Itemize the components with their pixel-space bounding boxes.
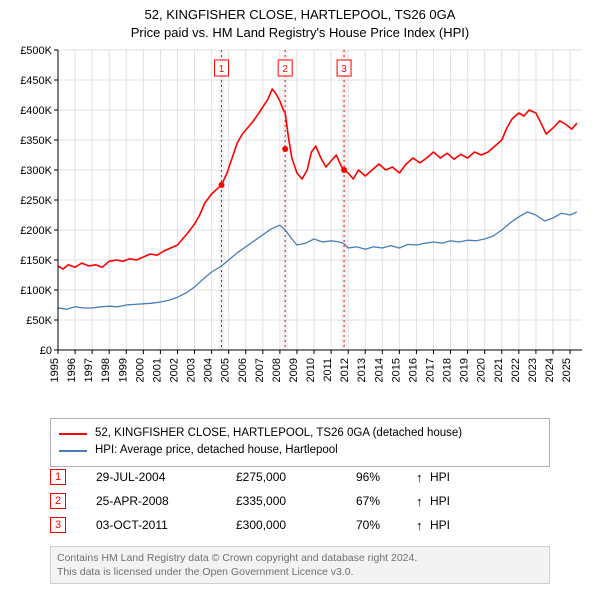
x-tick-label: 1996 bbox=[66, 358, 78, 382]
x-tick-label: 2015 bbox=[390, 358, 402, 382]
sale-pct: 67% bbox=[356, 494, 416, 508]
sale-row: 1 29-JUL-2004£275,00096%↑HPI bbox=[50, 465, 550, 489]
sale-date: 03-OCT-2011 bbox=[96, 518, 236, 532]
footer-line-2: This data is licensed under the Open Gov… bbox=[57, 565, 543, 579]
x-tick-label: 2019 bbox=[459, 358, 471, 382]
x-tick-label: 1995 bbox=[49, 358, 61, 382]
x-tick-label: 2002 bbox=[168, 358, 180, 382]
x-tick-label: 2021 bbox=[493, 358, 505, 382]
sale-pct: 70% bbox=[356, 518, 416, 532]
plot-sale-marker: 2 bbox=[282, 64, 288, 75]
x-tick-label: 2012 bbox=[339, 358, 351, 382]
up-arrow-icon: ↑ bbox=[416, 470, 430, 485]
y-tick-label: £150K bbox=[20, 255, 52, 267]
chart-svg: £0 £50K £100K £150K £200K £250K £300K £350K £400… bbox=[0, 44, 600, 414]
x-tick-label: 2023 bbox=[527, 358, 539, 382]
sale-row: 3 03-OCT-2011£300,00070%↑HPI bbox=[50, 513, 550, 537]
footer-line-1: Contains HM Land Registry data © Crown c… bbox=[57, 551, 543, 565]
y-tick-label: £50K bbox=[26, 315, 52, 327]
sales-table: 129-JUL-2004£275,00096%↑HPI225-APR-2008£… bbox=[50, 465, 550, 537]
x-tick-label: 1997 bbox=[83, 358, 95, 382]
x-tick-label: 1998 bbox=[100, 358, 112, 382]
sale-vs-label: HPI bbox=[430, 518, 450, 532]
y-tick-label: £500K bbox=[20, 45, 52, 57]
title-block: 52, KINGFISHER CLOSE, HARTLEPOOL, TS26 0… bbox=[0, 0, 600, 41]
legend-label: 52, KINGFISHER CLOSE, HARTLEPOOL, TS26 0… bbox=[95, 425, 462, 442]
x-tick-label: 2016 bbox=[407, 358, 419, 382]
sale-marker: 1 bbox=[50, 469, 66, 485]
y-tick-label: £100K bbox=[20, 285, 52, 297]
sale-vs-label: HPI bbox=[430, 494, 450, 508]
x-tick-label: 2024 bbox=[544, 358, 556, 382]
y-tick-label: £250K bbox=[20, 195, 52, 207]
x-tick-label: 2009 bbox=[288, 358, 300, 382]
sale-date: 25-APR-2008 bbox=[96, 494, 236, 508]
x-tick-label: 2018 bbox=[442, 358, 454, 382]
legend-swatch bbox=[59, 433, 87, 435]
x-tick-label: 2005 bbox=[220, 358, 232, 382]
sale-date: 29-JUL-2004 bbox=[96, 470, 236, 484]
y-tick-label: £450K bbox=[20, 75, 52, 87]
sale-marker: 3 bbox=[50, 517, 66, 533]
chart: £0 £50K £100K £150K £200K £250K £300K £350K £400… bbox=[0, 44, 600, 414]
y-tick-label: £300K bbox=[20, 165, 52, 177]
sale-price: £335,000 bbox=[236, 494, 356, 508]
x-tick-label: 2013 bbox=[356, 358, 368, 382]
x-tick-label: 2014 bbox=[373, 358, 385, 382]
x-tick-label: 2025 bbox=[561, 358, 573, 382]
sale-price: £300,000 bbox=[236, 518, 356, 532]
y-tick-label: £350K bbox=[20, 135, 52, 147]
x-tick-label: 2010 bbox=[305, 358, 317, 382]
legend: 52, KINGFISHER CLOSE, HARTLEPOOL, TS26 0… bbox=[50, 418, 550, 467]
x-tick-label: 2006 bbox=[237, 358, 249, 382]
x-tick-label: 2017 bbox=[425, 358, 437, 382]
legend-item: 52, KINGFISHER CLOSE, HARTLEPOOL, TS26 0… bbox=[59, 425, 541, 442]
title-line-2: Price paid vs. HM Land Registry's House … bbox=[0, 24, 600, 42]
x-tick-label: 2022 bbox=[510, 358, 522, 382]
up-arrow-icon: ↑ bbox=[416, 518, 430, 533]
title-line-1: 52, KINGFISHER CLOSE, HARTLEPOOL, TS26 0… bbox=[0, 6, 600, 24]
page: 52, KINGFISHER CLOSE, HARTLEPOOL, TS26 0… bbox=[0, 0, 600, 590]
x-tick-label: 2011 bbox=[322, 358, 334, 382]
x-tick-label: 2007 bbox=[254, 358, 266, 382]
sale-row: 2 25-APR-2008£335,00067%↑HPI bbox=[50, 489, 550, 513]
x-tick-label: 2003 bbox=[186, 358, 198, 382]
x-tick-label: 2001 bbox=[151, 358, 163, 382]
y-tick-label: £400K bbox=[20, 105, 52, 117]
x-tick-label: 1999 bbox=[117, 358, 129, 382]
x-tick-label: 2000 bbox=[134, 358, 146, 382]
plot-sale-marker: 3 bbox=[341, 64, 347, 75]
footer-attribution: Contains HM Land Registry data © Crown c… bbox=[50, 546, 550, 584]
legend-swatch bbox=[59, 450, 87, 452]
x-tick-label: 2008 bbox=[271, 358, 283, 382]
y-tick-label: £200K bbox=[20, 225, 52, 237]
sale-marker: 2 bbox=[50, 493, 66, 509]
legend-item: HPI: Average price, detached house, Hart… bbox=[59, 442, 541, 459]
up-arrow-icon: ↑ bbox=[416, 494, 430, 509]
legend-label: HPI: Average price, detached house, Hart… bbox=[95, 442, 338, 459]
plot-sale-marker: 1 bbox=[219, 64, 225, 75]
sale-pct: 96% bbox=[356, 470, 416, 484]
x-tick-label: 2004 bbox=[203, 358, 215, 382]
sale-vs-label: HPI bbox=[430, 470, 450, 484]
y-tick-label: £0 bbox=[40, 345, 52, 357]
x-tick-label: 2020 bbox=[476, 358, 488, 382]
sale-price: £275,000 bbox=[236, 470, 356, 484]
